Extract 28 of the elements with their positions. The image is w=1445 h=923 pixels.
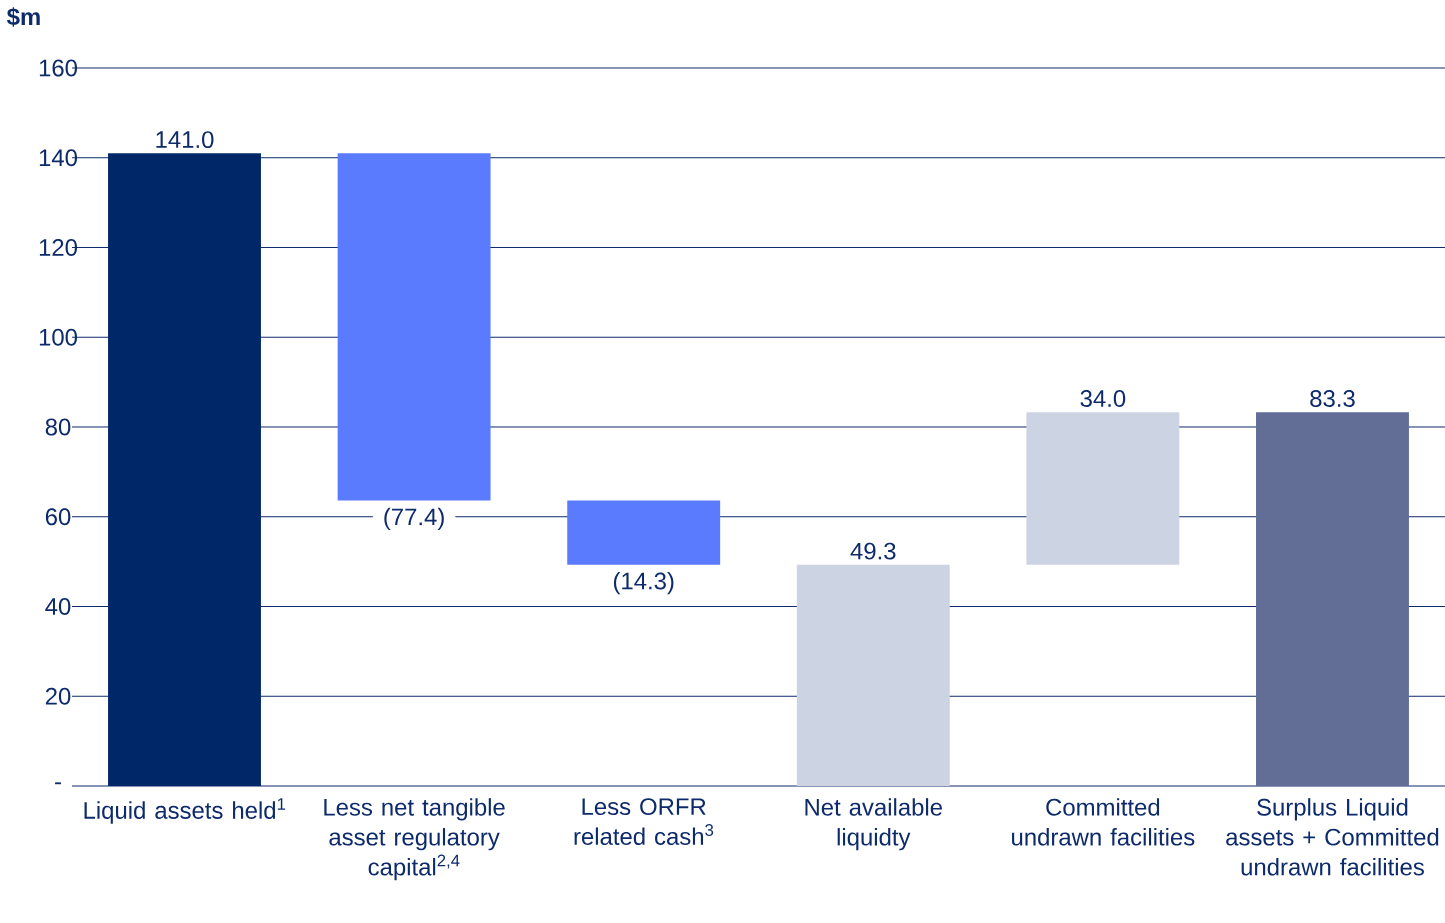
x-tick-label: Liquid assets held$^{1}$	[84, 798, 286, 824]
y-axis-title: $m	[6, 7, 40, 27]
y-tick-label: 60	[45, 508, 71, 526]
bar	[108, 153, 261, 786]
x-tick-label: Net available liquidty	[805, 798, 942, 851]
y-tick-label: 160	[39, 59, 77, 77]
y-tick-label: 100	[39, 328, 77, 346]
data-label: 83.3	[1310, 390, 1355, 407]
bar	[796, 564, 950, 786]
x-tick-label: Less net tangible asset regulatory capital$^{2,4}$	[324, 798, 505, 881]
data-label: 141.0	[156, 131, 214, 149]
data-label: (77.4)	[384, 507, 444, 531]
bar	[337, 153, 491, 501]
y-tick-label: 20	[45, 687, 71, 705]
bar	[1256, 412, 1409, 786]
y-tick-label: 40	[45, 598, 71, 615]
bar	[567, 500, 721, 565]
x-tick-label: Less ORFR related cash$^{3}$	[574, 798, 714, 845]
x-tick-label: Committed undrawn facilities	[1012, 798, 1195, 846]
data-label: (14.3)	[613, 571, 674, 595]
bar	[1026, 412, 1180, 565]
x-tick-label: Surplus Liquid assets + Committed undrawn facilities	[1226, 798, 1439, 876]
data-label: 49.3	[850, 542, 896, 560]
y-tick-label: 80	[45, 418, 71, 436]
y-tick-label: 120	[39, 239, 77, 256]
y-tick-label: -	[55, 782, 61, 785]
data-label: 34.0	[1080, 390, 1126, 407]
y-tick-label: 140	[39, 149, 77, 167]
